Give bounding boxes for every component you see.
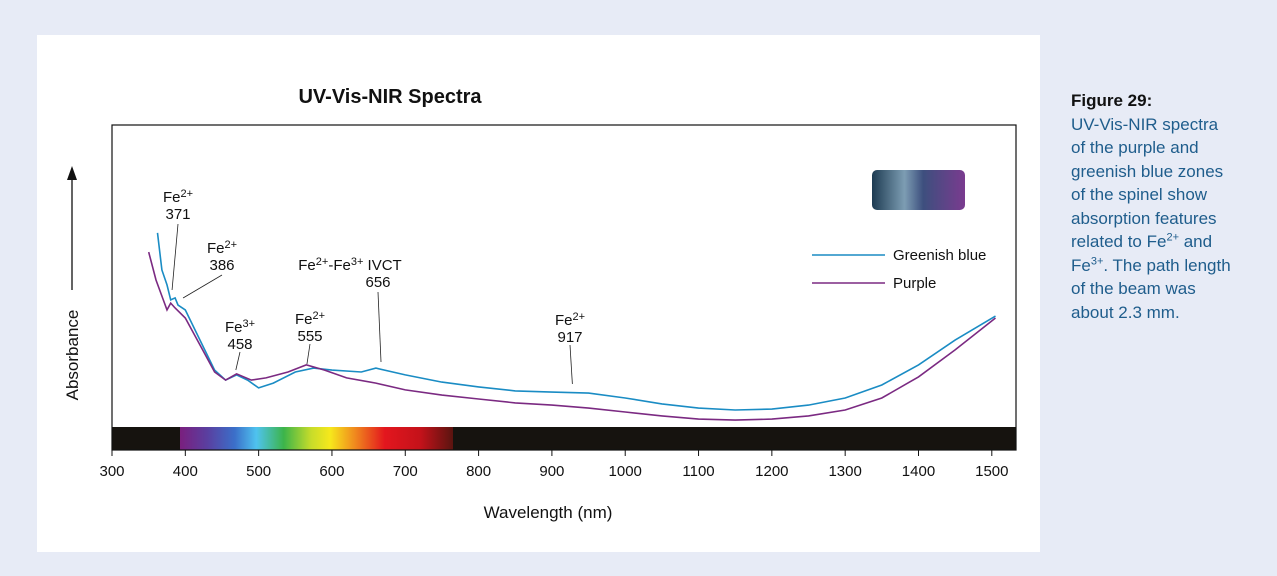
ion: Fe bbox=[225, 319, 243, 336]
ion: Fe bbox=[555, 312, 573, 329]
caption-label: Figure 29: bbox=[1071, 91, 1153, 110]
annotation-ion: Fe2+-Fe3+ IVCT bbox=[298, 256, 401, 274]
annotation-ion: Fe2+ bbox=[555, 311, 585, 329]
charge: 2+ bbox=[316, 256, 329, 268]
ion: Fe bbox=[207, 240, 225, 257]
annotation-leader bbox=[377, 291, 382, 363]
charge: 2+ bbox=[224, 239, 237, 251]
caption-text: and Fe bbox=[1071, 232, 1213, 275]
caption-sup: 3+ bbox=[1090, 254, 1104, 267]
x-tick-label: 1300 bbox=[828, 463, 861, 480]
caption-text: . The path length of the beam was about … bbox=[1071, 255, 1231, 322]
x-tick-label: 1000 bbox=[609, 463, 642, 480]
annotation-leader bbox=[171, 223, 179, 291]
x-axis-label: Wavelength (nm) bbox=[484, 503, 613, 522]
x-tick-label: 400 bbox=[173, 463, 198, 480]
annotation-leader bbox=[569, 344, 573, 385]
annotation-wavelength: 371 bbox=[165, 206, 190, 223]
annotation-wavelength: 917 bbox=[557, 329, 582, 346]
annotation-leader bbox=[235, 351, 241, 371]
annotation-wavelength: 656 bbox=[365, 274, 390, 291]
legend-label: Purple bbox=[893, 275, 936, 292]
legend-label: Greenish blue bbox=[893, 247, 986, 264]
ion: Fe bbox=[298, 257, 316, 274]
y-arrow-head bbox=[67, 166, 77, 180]
ion: -Fe bbox=[328, 257, 351, 274]
charge: 2+ bbox=[312, 310, 325, 322]
annotation-leader bbox=[306, 343, 311, 365]
x-tick-label: 500 bbox=[246, 463, 271, 480]
x-tick-label: 1200 bbox=[755, 463, 788, 480]
annotation-leader bbox=[182, 274, 223, 299]
chart: UV-Vis-NIR Spectra Wavelength (nm) Absor… bbox=[63, 86, 1017, 522]
caption: Figure 29: UV-Vis-NIR spectra of the purp… bbox=[1071, 89, 1236, 324]
charge: 2+ bbox=[572, 311, 585, 323]
ion: Fe bbox=[163, 189, 181, 206]
charge: 3+ bbox=[242, 318, 255, 330]
x-tick-label: 1100 bbox=[682, 463, 714, 480]
charge: 2+ bbox=[180, 188, 193, 200]
visible-spectrum bbox=[180, 427, 453, 450]
suffix: IVCT bbox=[363, 257, 401, 274]
annotation-wavelength: 386 bbox=[209, 257, 234, 274]
x-tick-label: 800 bbox=[466, 463, 491, 480]
caption-text: UV-Vis-NIR spectra of the purple and gre… bbox=[1071, 114, 1224, 252]
annotation-wavelength: 555 bbox=[297, 328, 322, 345]
figure-panel bbox=[37, 35, 1040, 552]
x-tick-label: 1400 bbox=[902, 463, 935, 480]
annotation-ion: Fe2+ bbox=[163, 188, 193, 206]
annotation-ion: Fe2+ bbox=[295, 310, 325, 328]
annotation-ion: Fe2+ bbox=[207, 239, 237, 257]
x-tick-label: 600 bbox=[319, 463, 344, 480]
annotation-ion: Fe3+ bbox=[225, 318, 255, 336]
x-tick-label: 700 bbox=[393, 463, 418, 480]
plot-frame bbox=[111, 124, 1017, 451]
series-line bbox=[156, 232, 996, 411]
y-axis-label: Absorbance bbox=[63, 310, 82, 401]
gem-photo bbox=[872, 170, 965, 210]
charge: 3+ bbox=[351, 256, 364, 268]
x-tick-label: 1500 bbox=[975, 463, 1008, 480]
series-line bbox=[147, 251, 996, 421]
ion: Fe bbox=[295, 311, 313, 328]
chart-title: UV-Vis-NIR Spectra bbox=[298, 86, 482, 108]
caption-sup: 2+ bbox=[1166, 231, 1179, 244]
x-tick-label: 900 bbox=[539, 463, 564, 480]
x-tick-label: 300 bbox=[99, 463, 124, 480]
annotation-wavelength: 458 bbox=[227, 336, 252, 353]
